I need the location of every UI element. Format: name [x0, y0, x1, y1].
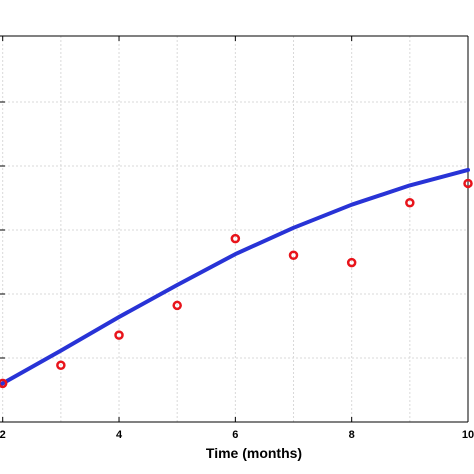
x-tick-labels: 2 4 6 8 10 [0, 429, 474, 441]
x-tick-label: 4 [116, 429, 123, 441]
series-lines [0, 167, 470, 388]
data-point [172, 300, 182, 311]
data-point [0, 378, 8, 389]
x-axis-label: Time (months) [206, 445, 302, 461]
data-point [463, 178, 473, 189]
x-tick-label: 6 [232, 429, 238, 441]
data-point [405, 198, 415, 208]
fit-line [0, 167, 470, 388]
axes [0, 35, 469, 423]
x-tick-label: 2 [0, 429, 6, 441]
data-point [230, 233, 241, 244]
x-tick-label: 10 [462, 429, 474, 441]
data-point [56, 360, 66, 371]
data-point [346, 257, 357, 268]
data-point [288, 250, 299, 260]
series-points [0, 178, 473, 389]
data-point [114, 330, 124, 340]
x-tick-label: 8 [349, 429, 355, 441]
grid [0, 36, 469, 422]
